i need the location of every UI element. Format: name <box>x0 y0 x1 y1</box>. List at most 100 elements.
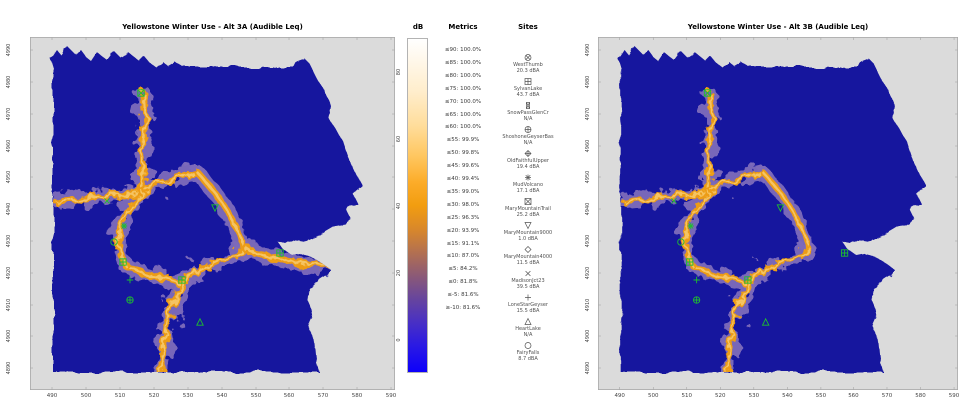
x-tick-label: 560 <box>283 393 295 399</box>
x-tick-label: 560 <box>848 393 859 399</box>
x-tick-label: 510 <box>114 393 126 399</box>
site-name: MaryMountain4000 <box>503 254 553 260</box>
left-map-title: Yellowstone Winter Use - Alt 3A (Audible… <box>122 23 303 31</box>
x-tick-label: 510 <box>681 393 693 399</box>
triangle-up-icon <box>524 317 532 325</box>
metrics-row: ≤40: 99.4% <box>446 176 480 182</box>
site-glyph <box>525 174 531 181</box>
x-tick-label: 540 <box>216 393 228 399</box>
metrics-row: ≤20: 93.9% <box>446 227 480 234</box>
site-glyph <box>524 246 532 253</box>
site-name: ShoshoneGeyserBas <box>502 134 554 140</box>
map-site-marker <box>211 204 219 213</box>
site-item: HeartLake N/A <box>492 317 564 338</box>
park-boundary-fill <box>617 46 926 372</box>
y-tick-label: 4930 <box>585 234 591 248</box>
y-tick-label: 4950 <box>6 170 12 184</box>
map-site-marker <box>840 249 849 257</box>
colorbar-tick-label: 60 <box>396 135 402 142</box>
y-tick-label: 4890 <box>6 361 12 375</box>
site-item: OldFaithfulUpper 19.4 dBA <box>492 149 564 170</box>
site-item: LoneStarGeyser 15.5 dBA <box>492 293 564 314</box>
site-glyph <box>524 198 532 205</box>
site-value: 25.2 dBA <box>516 212 540 218</box>
y-tick-label: 4990 <box>6 43 12 57</box>
colorbar-tick-label: 0 <box>396 337 402 342</box>
metrics-header: Metrics <box>448 23 478 31</box>
site-name: SnowPassGlenCr <box>507 110 549 116</box>
x-tick-label: 580 <box>915 393 926 399</box>
site-name: MadisonJct23 <box>511 278 545 284</box>
map-site-marker <box>104 198 110 204</box>
rect-x-icon <box>525 102 530 109</box>
diamond-plus-icon <box>524 150 532 157</box>
site-name: MaryMountain9000 <box>503 230 553 236</box>
metrics-row: ≤30: 98.0% <box>446 201 480 208</box>
site-glyph <box>524 78 532 85</box>
site-name: MudVolcano <box>512 182 544 188</box>
square-x-icon <box>524 198 532 205</box>
x-tick-label: 540 <box>782 393 793 399</box>
map-site-marker <box>686 258 694 266</box>
map-site-marker <box>776 204 785 213</box>
site-name: OldFaithfulUpper <box>507 158 549 164</box>
colorbar-gradient <box>407 38 428 373</box>
site-item: WestThumb 20.3 dBA <box>492 53 564 74</box>
site-name: MaryMountainTrail <box>505 206 551 212</box>
sites-list: WestThumb 20.3 dBA SylvanLake 43.7 dBA SnowP… <box>492 0 564 405</box>
colorbar-header: dB <box>412 23 424 31</box>
metrics-row: ≤65: 100.0% <box>444 111 482 118</box>
site-glyph <box>525 270 531 277</box>
map-site-marker <box>687 222 694 230</box>
site-glyph <box>524 126 532 133</box>
site-value: 39.5 dBA <box>516 284 540 290</box>
y-tick-label: 4910 <box>585 298 591 312</box>
noise-map-alt3b <box>598 37 958 390</box>
x-tick-label: 490 <box>46 393 58 399</box>
site-markers <box>671 89 849 326</box>
y-tick-label: 4890 <box>585 361 591 375</box>
site-item: FairyFalls 8.7 dBA <box>492 341 564 362</box>
x-tick-label: 530 <box>182 393 194 399</box>
colorbar-tick-label: 20 <box>396 269 402 276</box>
map-site-marker <box>703 89 712 97</box>
metrics-list: ≤90: 100.0% ≤85: 100.0% ≤80: 100.0% ≤75: 10… <box>430 0 496 405</box>
x-tick-label: 500 <box>647 393 659 399</box>
y-tick-label: 4940 <box>6 202 12 216</box>
site-name: SylvanLake <box>513 86 543 92</box>
noise-map-alt3a <box>30 37 395 390</box>
square-plus-icon <box>524 78 532 85</box>
map-site-marker <box>744 276 752 284</box>
x-tick-label: 490 <box>614 393 625 399</box>
colorbar-tick-label: 40 <box>396 202 402 209</box>
right-map-title: Yellowstone Winter Use - Alt 3B (Audible… <box>687 23 869 31</box>
x-tick-label: 520 <box>715 393 726 399</box>
circle-x-icon <box>524 54 532 61</box>
site-value: 15.5 dBA <box>516 308 540 314</box>
x-tick-label: 520 <box>148 393 160 399</box>
y-tick-label: 4970 <box>585 107 591 121</box>
y-tick-label: 4980 <box>6 75 12 89</box>
map-site-marker <box>120 222 128 230</box>
y-tick-label: 4950 <box>585 170 591 184</box>
map-site-marker <box>276 249 284 257</box>
site-value: 11.5 dBA <box>516 260 540 266</box>
metrics-row: ≤50: 99.8% <box>446 150 480 157</box>
site-item: MaryMountain9000 1.0 dBA <box>492 221 564 242</box>
circle-plus-icon <box>524 126 532 133</box>
site-glyph <box>524 317 532 325</box>
y-tick-label: 4980 <box>585 75 591 89</box>
triangle-down-icon <box>524 222 532 230</box>
metrics-row: ≤25: 96.3% <box>446 214 480 221</box>
colorbar-tick-label: 80 <box>396 68 402 75</box>
metrics-row: ≤-5: 81.6% <box>447 292 479 299</box>
site-value: 8.7 dBA <box>518 356 538 362</box>
metrics-row: ≤70: 100.0% <box>444 98 482 105</box>
y-tick-label: 4990 <box>585 43 591 57</box>
site-glyph <box>524 150 532 157</box>
map-site-marker <box>178 276 186 284</box>
y-tick-label: 4910 <box>6 298 12 312</box>
map-site-marker <box>677 238 685 246</box>
site-value: 20.3 dBA <box>516 68 540 74</box>
site-glyph <box>524 342 532 349</box>
